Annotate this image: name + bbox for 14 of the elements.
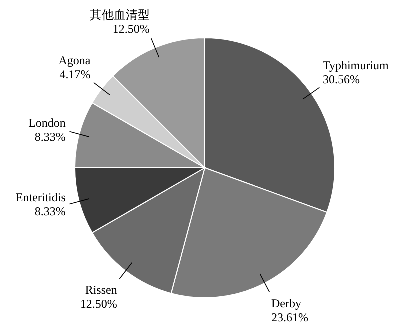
data-label: 8.33% — [34, 130, 66, 144]
slice-label: Enteritidis — [16, 190, 66, 204]
data-label: 4.17% — [60, 67, 91, 82]
slice-label: Typhimurium — [322, 58, 390, 72]
slice-label: Rissen — [85, 283, 118, 298]
data-label: 23.61% — [271, 310, 308, 325]
slice-label: 其他血清型 — [90, 8, 150, 22]
data-label: 12.50% — [112, 22, 150, 36]
data-label: 8.33% — [34, 204, 66, 218]
slice-label: London — [28, 116, 66, 130]
slice-label: Agona — [58, 53, 92, 68]
data-label: 12.50% — [80, 297, 118, 312]
data-label: 30.56% — [322, 72, 360, 86]
slice-label: Derby — [271, 296, 302, 311]
